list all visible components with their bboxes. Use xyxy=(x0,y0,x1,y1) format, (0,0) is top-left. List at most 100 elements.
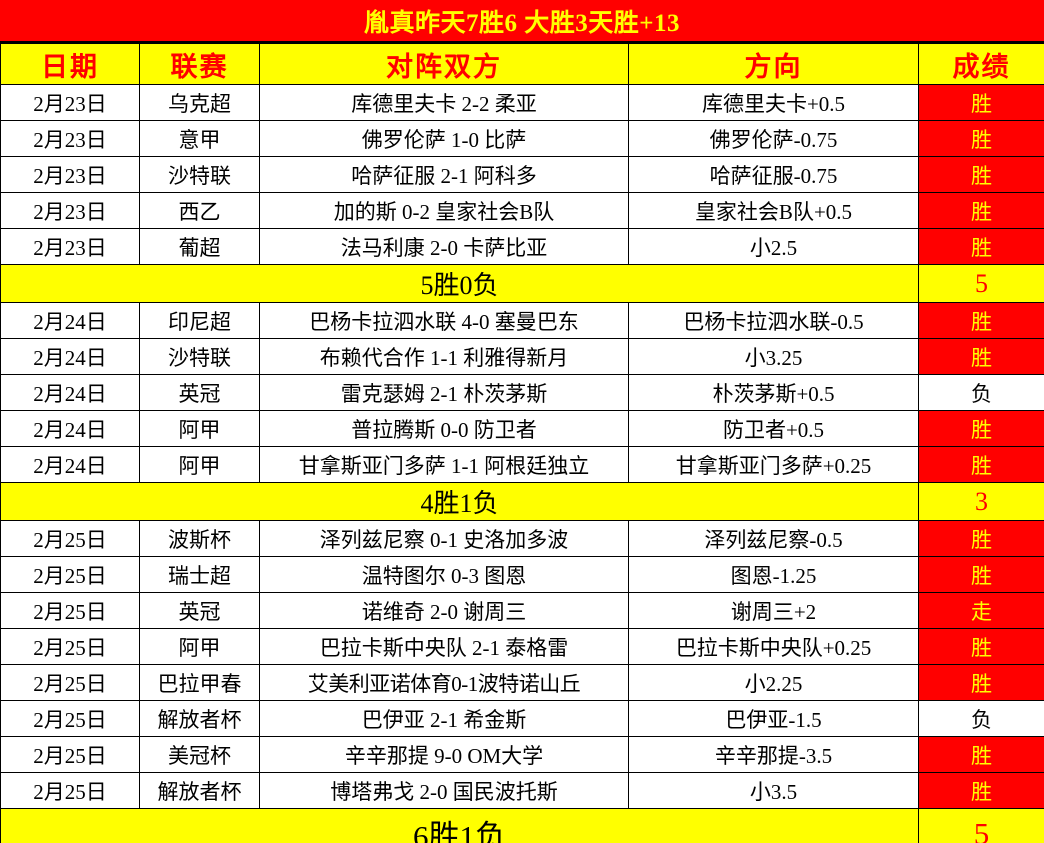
status-badge: 胜 xyxy=(918,556,1044,593)
group-summary-count: 3 xyxy=(918,482,1044,521)
cell-league: 巴拉甲春 xyxy=(139,664,260,701)
cell-date: 2月23日 xyxy=(0,156,140,193)
cell-league: 沙特联 xyxy=(139,156,260,193)
cell-date: 2月25日 xyxy=(0,736,140,773)
table-row: 2月25日 美冠杯 辛辛那提 9-0 OM大学 辛辛那提-3.5 胜 xyxy=(0,736,1044,773)
cell-league: 英冠 xyxy=(139,374,260,411)
cell-league: 沙特联 xyxy=(139,338,260,375)
records-table: 日期 联赛 对阵双方 方向 成绩 2月23日 乌克超 库德里夫卡 2-2 柔亚 库德里夫卡+0.… xyxy=(0,43,1044,843)
cell-match: 辛辛那提 9-0 OM大学 xyxy=(259,736,629,773)
cell-league: 美冠杯 xyxy=(139,736,260,773)
status-badge: 胜 xyxy=(918,84,1044,121)
table-row: 2月23日 意甲 佛罗伦萨 1-0 比萨 佛罗伦萨-0.75 胜 xyxy=(0,120,1044,157)
cell-match: 哈萨征服 2-1 阿科多 xyxy=(259,156,629,193)
group-summary-label: 5胜0负 xyxy=(0,264,919,303)
table-row: 2月23日 乌克超 库德里夫卡 2-2 柔亚 库德里夫卡+0.5 胜 xyxy=(0,84,1044,121)
group-summary-count: 5 xyxy=(918,264,1044,303)
header-cell-result: 成绩 xyxy=(918,43,1044,85)
cell-league: 西乙 xyxy=(139,192,260,229)
table-row: 2月23日 葡超 法马利康 2-0 卡萨比亚 小2.5 胜 xyxy=(0,228,1044,265)
cell-date: 2月24日 xyxy=(0,302,140,339)
header-cell-league: 联赛 xyxy=(139,43,260,85)
table-row: 2月24日 英冠 雷克瑟姆 2-1 朴茨茅斯 朴茨茅斯+0.5 负 xyxy=(0,374,1044,411)
cell-date: 2月25日 xyxy=(0,772,140,809)
status-badge: 胜 xyxy=(918,192,1044,229)
status-badge: 胜 xyxy=(918,736,1044,773)
cell-match: 加的斯 0-2 皇家社会B队 xyxy=(259,192,629,229)
table-row: 2月24日 阿甲 普拉腾斯 0-0 防卫者 防卫者+0.5 胜 xyxy=(0,410,1044,447)
table-row: 2月24日 阿甲 甘拿斯亚门多萨 1-1 阿根廷独立 甘拿斯亚门多萨+0.25 胜 xyxy=(0,446,1044,483)
page-title: 胤真昨天7胜6 大胜3天胜+13 xyxy=(0,0,1044,43)
table-row: 2月24日 印尼超 巴杨卡拉泗水联 4-0 塞曼巴东 巴杨卡拉泗水联-0.5 胜 xyxy=(0,302,1044,339)
cell-league: 意甲 xyxy=(139,120,260,157)
cell-direction: 防卫者+0.5 xyxy=(628,410,919,447)
cell-direction: 小3.25 xyxy=(628,338,919,375)
table-header-row: 日期 联赛 对阵双方 方向 成绩 xyxy=(0,43,1044,85)
group-summary-label: 6胜1负 xyxy=(0,808,919,843)
cell-date: 2月25日 xyxy=(0,592,140,629)
cell-direction: 辛辛那提-3.5 xyxy=(628,736,919,773)
cell-date: 2月25日 xyxy=(0,556,140,593)
header-cell-direction: 方向 xyxy=(628,43,919,85)
group-summary-label: 4胜1负 xyxy=(0,482,919,521)
cell-league: 阿甲 xyxy=(139,410,260,447)
cell-match: 巴杨卡拉泗水联 4-0 塞曼巴东 xyxy=(259,302,629,339)
table-row: 2月25日 英冠 诺维奇 2-0 谢周三 谢周三+2 走 xyxy=(0,592,1044,629)
cell-date: 2月24日 xyxy=(0,374,140,411)
cell-direction: 巴杨卡拉泗水联-0.5 xyxy=(628,302,919,339)
table-row: 2月24日 沙特联 布赖代合作 1-1 利雅得新月 小3.25 胜 xyxy=(0,338,1044,375)
cell-date: 2月25日 xyxy=(0,700,140,737)
cell-match: 普拉腾斯 0-0 防卫者 xyxy=(259,410,629,447)
cell-direction: 泽列兹尼察-0.5 xyxy=(628,520,919,557)
table-row: 2月23日 西乙 加的斯 0-2 皇家社会B队 皇家社会B队+0.5 胜 xyxy=(0,192,1044,229)
cell-date: 2月24日 xyxy=(0,446,140,483)
cell-direction: 库德里夫卡+0.5 xyxy=(628,84,919,121)
cell-match: 泽列兹尼察 0-1 史洛加多波 xyxy=(259,520,629,557)
table-row: 2月25日 阿甲 巴拉卡斯中央队 2-1 泰格雷 巴拉卡斯中央队+0.25 胜 xyxy=(0,628,1044,665)
cell-date: 2月23日 xyxy=(0,120,140,157)
status-badge: 走 xyxy=(918,592,1044,629)
cell-match: 博塔弗戈 2-0 国民波托斯 xyxy=(259,772,629,809)
cell-league: 解放者杯 xyxy=(139,700,260,737)
status-badge: 胜 xyxy=(918,228,1044,265)
status-badge: 胜 xyxy=(918,446,1044,483)
cell-league: 阿甲 xyxy=(139,628,260,665)
cell-match: 艾美利亚诺体育0-1波特诺山丘 xyxy=(259,664,629,701)
group-summary-row: 5胜0负 5 xyxy=(0,264,1044,303)
cell-match: 布赖代合作 1-1 利雅得新月 xyxy=(259,338,629,375)
cell-league: 阿甲 xyxy=(139,446,260,483)
cell-direction: 哈萨征服-0.75 xyxy=(628,156,919,193)
cell-date: 2月23日 xyxy=(0,228,140,265)
status-badge: 胜 xyxy=(918,156,1044,193)
cell-direction: 小3.5 xyxy=(628,772,919,809)
status-badge: 胜 xyxy=(918,338,1044,375)
cell-league: 英冠 xyxy=(139,592,260,629)
cell-direction: 巴拉卡斯中央队+0.25 xyxy=(628,628,919,665)
table-row: 2月23日 沙特联 哈萨征服 2-1 阿科多 哈萨征服-0.75 胜 xyxy=(0,156,1044,193)
status-badge: 胜 xyxy=(918,410,1044,447)
cell-date: 2月25日 xyxy=(0,520,140,557)
group-summary-count: 5 xyxy=(918,808,1044,843)
cell-direction: 小2.25 xyxy=(628,664,919,701)
cell-date: 2月25日 xyxy=(0,664,140,701)
header-cell-date: 日期 xyxy=(0,43,140,85)
cell-league: 乌克超 xyxy=(139,84,260,121)
cell-match: 法马利康 2-0 卡萨比亚 xyxy=(259,228,629,265)
group-summary-row: 4胜1负 3 xyxy=(0,482,1044,521)
cell-league: 葡超 xyxy=(139,228,260,265)
table-row: 2月25日 波斯杯 泽列兹尼察 0-1 史洛加多波 泽列兹尼察-0.5 胜 xyxy=(0,520,1044,557)
status-badge: 胜 xyxy=(918,302,1044,339)
cell-date: 2月23日 xyxy=(0,84,140,121)
cell-match: 甘拿斯亚门多萨 1-1 阿根廷独立 xyxy=(259,446,629,483)
table-row: 2月25日 巴拉甲春 艾美利亚诺体育0-1波特诺山丘 小2.25 胜 xyxy=(0,664,1044,701)
cell-match: 雷克瑟姆 2-1 朴茨茅斯 xyxy=(259,374,629,411)
cell-direction: 朴茨茅斯+0.5 xyxy=(628,374,919,411)
status-badge: 负 xyxy=(918,700,1044,737)
cell-direction: 巴伊亚-1.5 xyxy=(628,700,919,737)
cell-date: 2月24日 xyxy=(0,338,140,375)
table-row: 2月25日 瑞士超 温特图尔 0-3 图恩 图恩-1.25 胜 xyxy=(0,556,1044,593)
cell-direction: 皇家社会B队+0.5 xyxy=(628,192,919,229)
cell-match: 佛罗伦萨 1-0 比萨 xyxy=(259,120,629,157)
status-badge: 胜 xyxy=(918,120,1044,157)
